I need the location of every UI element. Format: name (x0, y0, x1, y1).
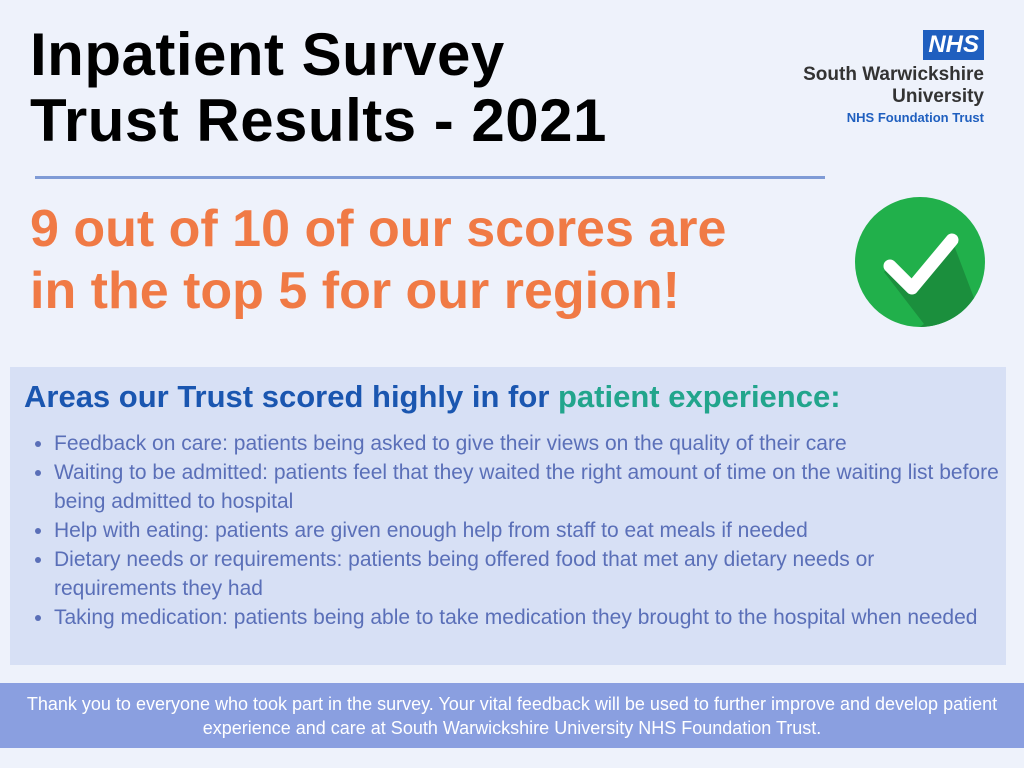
title-line: Trust Results - 2021 (30, 87, 607, 154)
area-item: Taking medication: patients being able t… (54, 603, 999, 632)
area-item: Dietary needs or requirements: patients … (54, 545, 999, 603)
area-item: Help with eating: patients are given eno… (54, 516, 999, 545)
area-item: Feedback on care: patients being asked t… (54, 429, 999, 458)
heading-text: Areas our Trust scored highly in for (24, 379, 558, 414)
logo-badge: NHS (923, 30, 984, 60)
logo-subline: NHS Foundation Trust (846, 110, 984, 125)
area-item: Waiting to be admitted: patients feel th… (54, 458, 999, 516)
check-icon (855, 197, 985, 327)
title: Inpatient Survey Trust Results - 2021 (30, 22, 607, 154)
divider (35, 176, 825, 179)
footer-text: Thank you to everyone who took part in t… (26, 693, 998, 738)
logo-name: South Warwickshire University (803, 64, 984, 108)
headline-line: 9 out of 10 of our scores are (30, 200, 727, 258)
logo: NHS South Warwickshire University NHS Fo… (803, 30, 984, 125)
heading-highlight: patient experience: (558, 379, 841, 414)
areas-panel: Areas our Trust scored highly in for pat… (10, 367, 1006, 665)
footer: Thank you to everyone who took part in t… (0, 683, 1024, 748)
areas-list: Feedback on care: patients being asked t… (10, 429, 999, 632)
headline: 9 out of 10 of our scores are in the top… (30, 198, 726, 322)
title-line: Inpatient Survey (30, 21, 505, 88)
logo-line: South Warwickshire (803, 64, 984, 85)
logo-line: University (892, 86, 984, 107)
headline-line: in the top 5 for our region! (30, 262, 680, 320)
areas-heading: Areas our Trust scored highly in for pat… (24, 379, 1006, 415)
